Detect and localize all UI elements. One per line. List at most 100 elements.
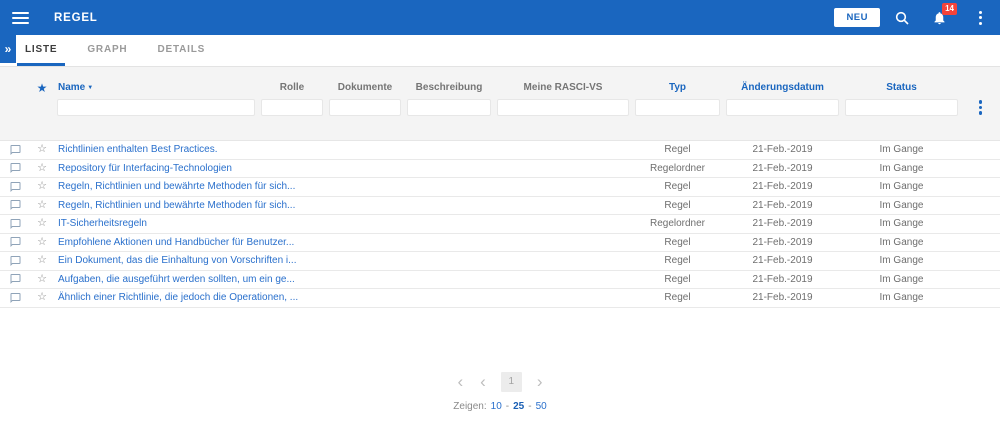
row-name-link[interactable]: IT-Sicherheitsregeln [58,218,147,230]
column-header-rolle[interactable]: Rolle [279,82,305,93]
favorite-star-icon[interactable]: ☆ [37,272,47,285]
zeigen-label: Zeigen: [453,400,487,412]
row-aenderungsdatum: 21-Feb.-2019 [752,236,813,248]
row-status: Im Gange [879,218,924,230]
favorite-star-icon[interactable]: ☆ [37,217,47,230]
row-aenderungsdatum: 21-Feb.-2019 [752,199,813,211]
row-name-link[interactable]: Regeln, Richtlinien und bewährte Methode… [58,199,296,211]
filter-input-typ[interactable] [635,98,720,116]
page-size-separator: - [528,400,532,412]
tab-details[interactable]: DETAILS [157,43,206,55]
filter-input-aenderungsdatum[interactable] [726,98,839,116]
row-typ: Regel [664,144,691,156]
favorite-filter-star-icon[interactable]: ★ [36,80,48,95]
column-header-aenderungsdatum[interactable]: Änderungsdatum [741,82,824,93]
row-status: Im Gange [879,292,924,304]
column-header-dokumente[interactable]: Dokumente [337,82,393,93]
row-status: Im Gange [879,273,924,285]
row-name-link[interactable]: Ähnlich einer Richtlinie, die jedoch die… [58,292,299,304]
search-icon[interactable] [894,10,910,26]
row-name-link[interactable]: Repository für Interfacing-Technologien [58,162,232,174]
filter-input-beschreibung[interactable] [407,98,491,116]
row-aenderungsdatum: 21-Feb.-2019 [752,255,813,267]
next-page-chevron-icon[interactable]: › [536,372,543,391]
column-header-name[interactable]: Name ▼ [58,82,94,93]
column-header-typ[interactable]: Typ [668,82,687,93]
table-row: ☆ Empfohlene Aktionen und Handbücher für… [0,234,1000,252]
filter-input-status[interactable] [845,98,958,116]
row-typ: Regelordner [649,218,706,230]
favorite-star-icon[interactable]: ☆ [37,254,47,267]
comment-icon[interactable] [0,199,30,211]
favorite-star-icon[interactable]: ☆ [37,198,47,211]
table-row: ☆ Aufgaben, die ausgeführt werden sollte… [0,271,1000,289]
table-row: ☆ Regeln, Richtlinien und bewährte Metho… [0,197,1000,215]
column-options-menu-icon[interactable] [974,98,988,117]
tab-graph[interactable]: GRAPH [87,43,128,55]
favorite-star-icon[interactable]: ☆ [37,143,47,156]
page-size-25[interactable]: 25 [513,400,525,412]
comment-icon[interactable] [0,273,30,285]
table-row: ☆ Repository für Interfacing-Technologie… [0,160,1000,178]
row-name-link[interactable]: Richtlinien enthalten Best Practices. [58,144,218,156]
overflow-menu-icon[interactable] [973,9,988,27]
filter-input-dokumente[interactable] [329,98,401,116]
filter-input-name[interactable] [57,98,255,116]
table-row: ☆ Ein Dokument, das die Einhaltung von V… [0,252,1000,271]
row-aenderungsdatum: 21-Feb.-2019 [752,218,813,230]
comment-icon[interactable] [0,181,30,193]
favorite-star-icon[interactable]: ☆ [37,291,47,304]
favorite-star-icon[interactable]: ☆ [37,161,47,174]
comment-icon[interactable] [0,218,30,230]
row-aenderungsdatum: 21-Feb.-2019 [752,273,813,285]
row-status: Im Gange [879,181,924,193]
pagination: ‹ ‹ 1 › [0,371,1000,392]
row-name-link[interactable]: Regeln, Richtlinien und bewährte Methode… [58,181,296,193]
column-header-rasci[interactable]: Meine RASCI-VS [523,82,603,93]
first-page-chevron-icon[interactable]: ‹ [457,372,464,391]
tabs-container: LISTE GRAPH DETAILS [17,35,227,66]
current-page-indicator[interactable]: 1 [500,371,522,392]
page-size-selector: Zeigen: 10 - 25 - 50 [0,401,1000,412]
comment-icon[interactable] [0,292,30,304]
notifications-bell-icon[interactable]: 14 [932,2,957,26]
table-row: ☆ Ähnlich einer Richtlinie, die jedoch d… [0,289,1000,308]
tab-bar: » LISTE GRAPH DETAILS [0,35,1000,67]
column-header-beschreibung[interactable]: Beschreibung [415,82,483,93]
row-name-link[interactable]: Aufgaben, die ausgeführt werden sollten,… [58,273,295,285]
row-aenderungsdatum: 21-Feb.-2019 [752,181,813,193]
new-button[interactable]: NEU [834,8,880,27]
row-aenderungsdatum: 21-Feb.-2019 [752,144,813,156]
tab-liste[interactable]: LISTE [17,35,66,66]
comment-icon[interactable] [0,236,30,248]
row-typ: Regel [664,255,691,267]
table-row: ☆ IT-Sicherheitsregeln Regelordner 21-Fe… [0,215,1000,234]
row-status: Im Gange [879,255,924,267]
favorite-star-icon[interactable]: ☆ [37,180,47,193]
page-size-50[interactable]: 50 [535,400,547,412]
row-typ: Regel [664,273,691,285]
sort-desc-icon: ▼ [87,85,94,91]
comment-icon[interactable] [0,144,30,156]
page-size-10[interactable]: 10 [490,400,502,412]
row-typ: Regel [664,292,691,304]
row-status: Im Gange [879,144,924,156]
comment-icon[interactable] [0,162,30,174]
filter-input-rolle[interactable] [261,98,323,116]
row-aenderungsdatum: 21-Feb.-2019 [752,162,813,174]
row-name-link[interactable]: Ein Dokument, das die Einhaltung von Vor… [58,255,297,267]
menu-hamburger-icon[interactable] [12,11,29,24]
row-status: Im Gange [879,162,924,174]
filter-input-rasci[interactable] [497,98,629,116]
row-typ: Regel [664,236,691,248]
favorite-star-icon[interactable]: ☆ [37,235,47,248]
row-status: Im Gange [879,236,924,248]
expand-panel-double-chevron-icon[interactable]: » [0,35,16,63]
column-header-status[interactable]: Status [886,82,917,93]
previous-page-chevron-icon[interactable]: ‹ [480,372,486,391]
table-body: ☆ Richtlinien enthalten Best Practices. … [0,140,1000,308]
row-name-link[interactable]: Empfohlene Aktionen und Handbücher für B… [58,236,295,248]
page-size-separator: - [505,400,510,412]
table-row: ☆ Regeln, Richtlinien und bewährte Metho… [0,178,1000,197]
comment-icon[interactable] [0,255,30,267]
